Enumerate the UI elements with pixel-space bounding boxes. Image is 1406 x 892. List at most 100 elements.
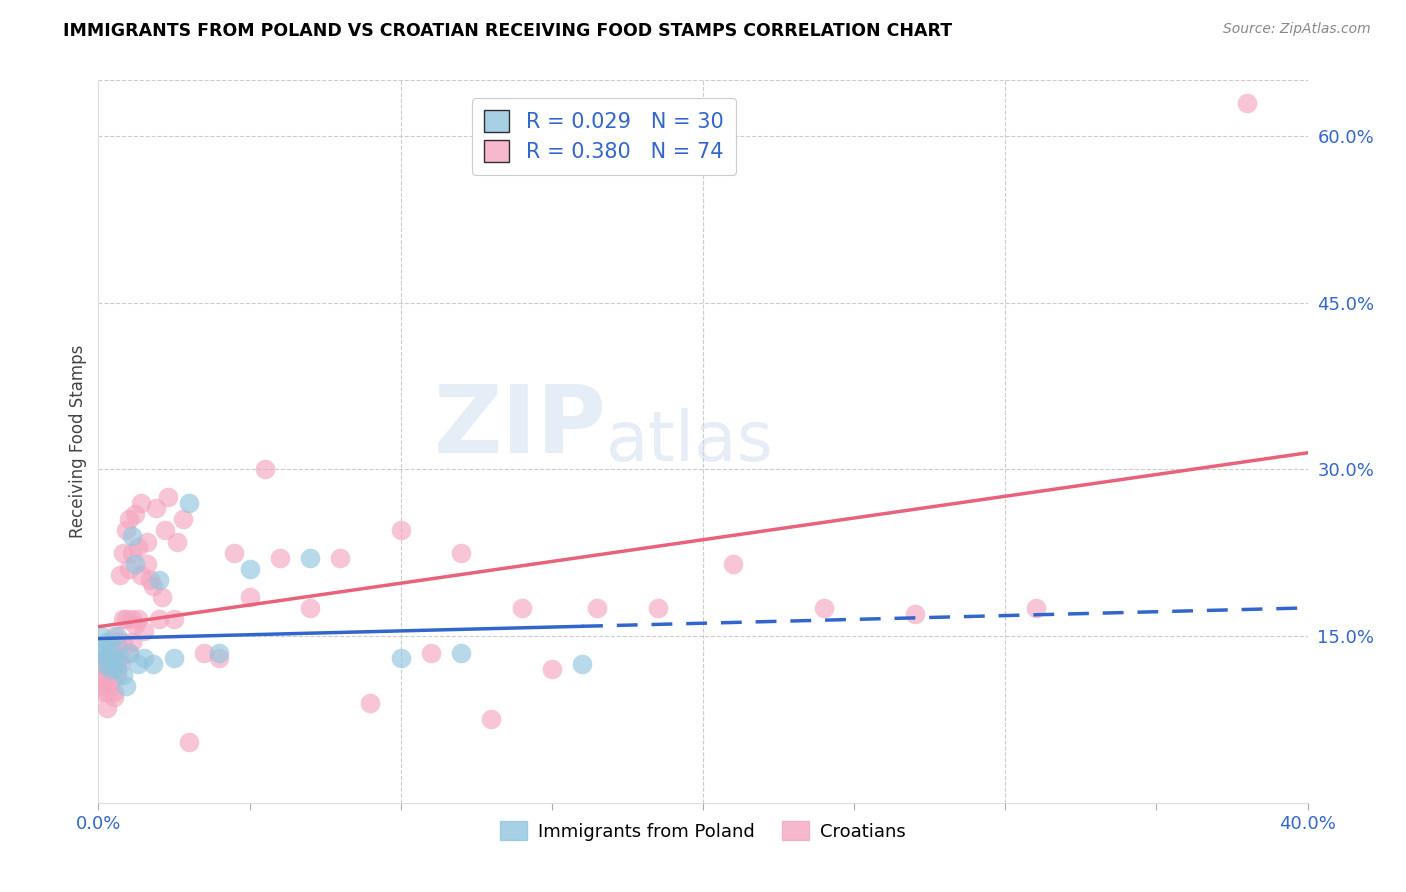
Point xyxy=(647,601,669,615)
Point xyxy=(166,534,188,549)
Point xyxy=(93,679,115,693)
Point xyxy=(93,673,115,688)
Point xyxy=(129,496,152,510)
Point xyxy=(93,657,115,671)
Point xyxy=(105,662,128,676)
Point xyxy=(105,651,128,665)
Point xyxy=(96,701,118,715)
Point xyxy=(121,546,143,560)
Point xyxy=(586,601,609,615)
Point xyxy=(108,651,131,665)
Point xyxy=(142,657,165,671)
Point xyxy=(148,574,170,588)
Point xyxy=(132,651,155,665)
Point xyxy=(193,646,215,660)
Point xyxy=(111,634,134,648)
Text: ZIP: ZIP xyxy=(433,381,606,473)
Point xyxy=(127,612,149,626)
Point xyxy=(127,540,149,554)
Point xyxy=(93,651,115,665)
Text: Source: ZipAtlas.com: Source: ZipAtlas.com xyxy=(1223,22,1371,37)
Point xyxy=(121,634,143,648)
Point xyxy=(111,668,134,682)
Point xyxy=(239,590,262,604)
Point xyxy=(224,546,246,560)
Point xyxy=(111,612,134,626)
Point xyxy=(135,557,157,571)
Point xyxy=(150,590,173,604)
Point xyxy=(100,640,122,655)
Point xyxy=(299,551,322,566)
Point xyxy=(96,668,118,682)
Point xyxy=(90,684,112,698)
Point xyxy=(1024,601,1046,615)
Point xyxy=(153,524,176,538)
Point xyxy=(96,651,118,665)
Point xyxy=(239,562,262,576)
Point xyxy=(108,568,131,582)
Point xyxy=(481,713,503,727)
Point xyxy=(108,657,131,671)
Point xyxy=(93,640,115,655)
Point xyxy=(103,657,125,671)
Point xyxy=(96,684,118,698)
Point xyxy=(103,629,125,643)
Point xyxy=(389,651,412,665)
Point xyxy=(118,562,141,576)
Point xyxy=(179,734,201,748)
Point xyxy=(100,646,122,660)
Point xyxy=(105,629,128,643)
Point xyxy=(90,629,112,643)
Point xyxy=(904,607,927,621)
Point xyxy=(148,612,170,626)
Point xyxy=(389,524,412,538)
Point xyxy=(96,634,118,648)
Point xyxy=(142,579,165,593)
Point xyxy=(163,612,186,626)
Point xyxy=(100,662,122,676)
Point xyxy=(813,601,835,615)
Point xyxy=(135,534,157,549)
Point xyxy=(103,684,125,698)
Point xyxy=(111,546,134,560)
Point xyxy=(139,574,162,588)
Y-axis label: Receiving Food Stamps: Receiving Food Stamps xyxy=(69,345,87,538)
Point xyxy=(540,662,562,676)
Point xyxy=(179,496,201,510)
Point xyxy=(103,651,125,665)
Point xyxy=(299,601,322,615)
Point xyxy=(103,690,125,705)
Point xyxy=(172,512,194,526)
Text: atlas: atlas xyxy=(606,408,775,475)
Point xyxy=(208,646,231,660)
Point xyxy=(90,646,112,660)
Point xyxy=(723,557,745,571)
Point xyxy=(1236,95,1258,110)
Point xyxy=(105,668,128,682)
Point xyxy=(450,546,472,560)
Point xyxy=(163,651,186,665)
Point xyxy=(114,679,136,693)
Point xyxy=(124,618,146,632)
Text: IMMIGRANTS FROM POLAND VS CROATIAN RECEIVING FOOD STAMPS CORRELATION CHART: IMMIGRANTS FROM POLAND VS CROATIAN RECEI… xyxy=(63,22,952,40)
Point xyxy=(420,646,443,660)
Point xyxy=(100,673,122,688)
Legend: Immigrants from Poland, Croatians: Immigrants from Poland, Croatians xyxy=(494,814,912,848)
Point xyxy=(450,646,472,660)
Point xyxy=(121,612,143,626)
Point xyxy=(510,601,533,615)
Point xyxy=(121,529,143,543)
Point xyxy=(118,646,141,660)
Point xyxy=(145,501,167,516)
Point xyxy=(269,551,291,566)
Point xyxy=(114,524,136,538)
Point xyxy=(360,696,382,710)
Point xyxy=(571,657,593,671)
Point xyxy=(118,512,141,526)
Point xyxy=(156,490,179,504)
Point xyxy=(90,668,112,682)
Point xyxy=(124,507,146,521)
Point xyxy=(118,646,141,660)
Point xyxy=(90,657,112,671)
Point xyxy=(127,657,149,671)
